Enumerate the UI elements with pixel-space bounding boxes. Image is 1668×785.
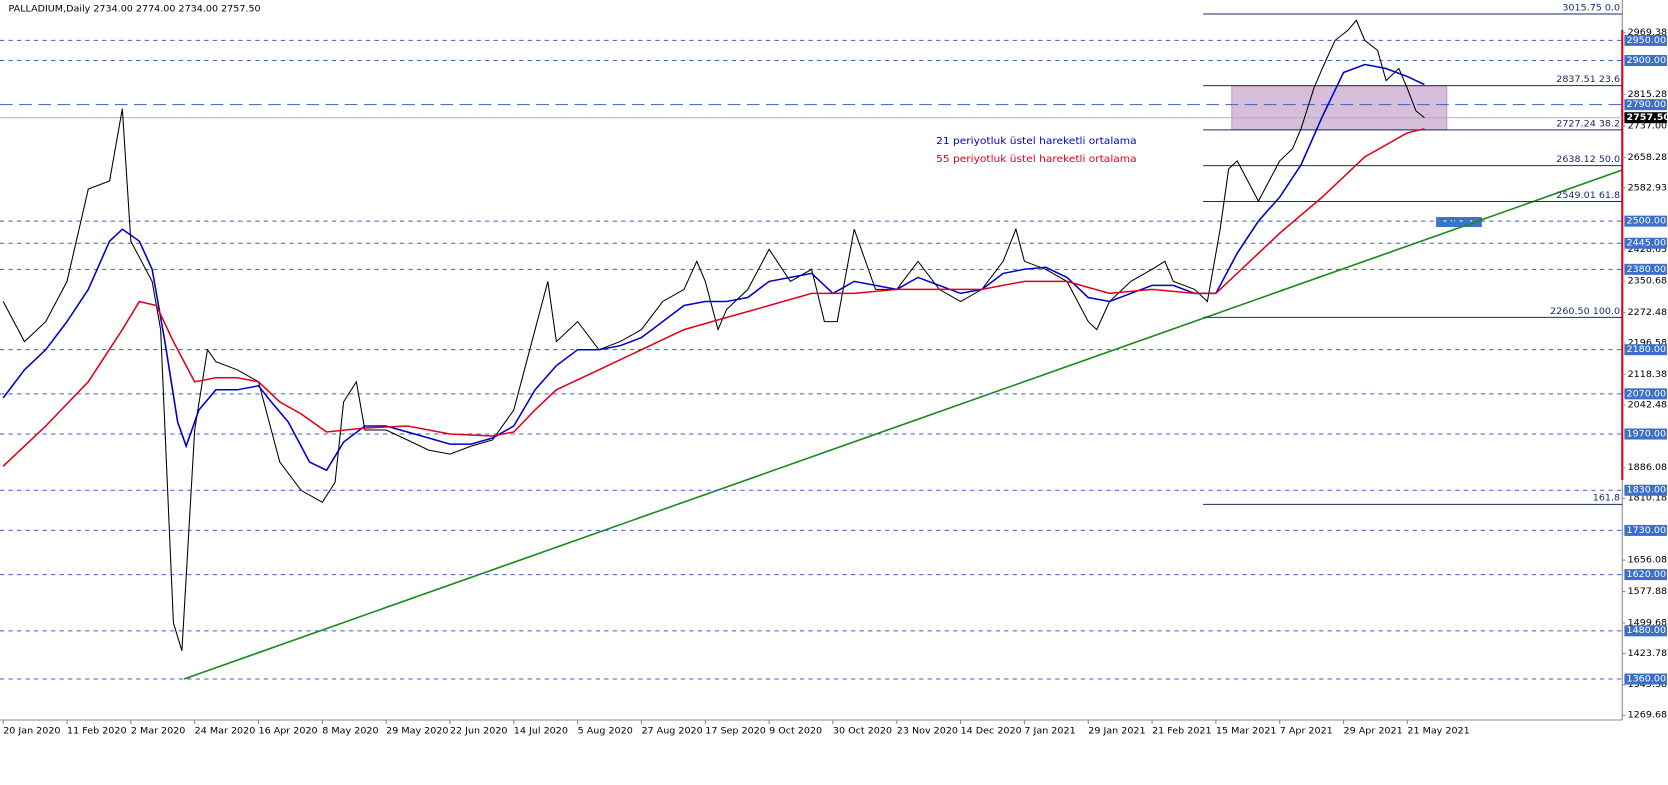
level-label-box [1624,484,1667,496]
drawings [183,85,1623,680]
level-label: 2180.00 [1627,344,1667,355]
level-label-box [1624,673,1667,685]
level-label: 2070.00 [1627,389,1667,400]
level-label: 1730.00 [1627,525,1667,536]
y-tick-label: 1499.68 [1628,618,1668,629]
x-tick-label: 22 Jun 2020 [450,726,508,737]
y-tick-label: 2350.68 [1628,276,1668,287]
level-label: 2445.00 [1627,238,1667,249]
level-label-box [1624,524,1667,536]
x-tick-label: 20 Jan 2020 [3,726,60,737]
y-tick-label: 2042.48 [1628,400,1668,411]
x-tick-label: 9 Oct 2020 [769,726,822,737]
y-tick-label: 2969.38 [1628,27,1668,38]
y-tick-label: 2272.48 [1628,307,1668,318]
chart-title: PALLADIUM,Daily 2734.00 2774.00 2734.00 … [9,4,261,15]
y-tick-label: 1423.78 [1628,648,1668,659]
level-label-box [1624,215,1667,227]
y-tick-label: 1886.08 [1628,462,1668,473]
current-price-box [1624,112,1667,124]
level-label-box [1624,34,1667,46]
level-label: 2380.00 [1627,264,1667,275]
y-tick-label: 1810.18 [1628,493,1668,504]
level-label: 1620.00 [1627,569,1667,580]
y-tick-label: 2582.93 [1628,183,1668,194]
x-tick-label: 8 May 2020 [322,726,378,737]
y-tick-label: 2737.00 [1628,121,1668,132]
y-tick-label: 1577.88 [1628,586,1668,597]
current-price-label: 2757.50 [1627,112,1668,123]
level-label-box [1624,237,1667,249]
level-label-box [1624,54,1667,66]
y-tick-label: 1269.68 [1628,710,1668,721]
fib-label: 161.8 [1593,493,1620,504]
level-label: 2790.00 [1627,99,1667,110]
level-label: 1830.00 [1627,485,1667,496]
y-tick-label: 2196.58 [1628,338,1668,349]
level-label-box [1624,625,1667,637]
fib-label: 3015.75 0.0 [1562,3,1620,14]
ema-line [2,63,1425,472]
y-tick-label: 2815.28 [1628,89,1668,100]
level-label-box [1624,388,1667,400]
fib-label: 2638.12 50.0 [1556,154,1620,165]
marker-box [1436,217,1482,227]
x-tick-label: 14 Jul 2020 [514,726,568,737]
x-tick-label: 30 Oct 2020 [833,726,892,737]
x-tick-label: 5 Aug 2020 [578,726,633,737]
legend-entry: 55 periyotluk üstel hareketli ortalama [936,153,1137,165]
level-label-box [1624,428,1667,440]
x-tick-label: 29 May 2020 [386,726,448,737]
x-tick-label: 17 Sep 2020 [705,726,766,737]
y-tick-label: 2118.38 [1628,369,1668,380]
level-label: 2900.00 [1627,55,1667,66]
x-tick-label: 29 Apr 2021 [1344,726,1403,737]
level-label-box [1624,263,1667,275]
level-label-box [1624,569,1667,581]
y-tick-label: 1345.58 [1628,679,1668,690]
x-tick-label: 21 May 2021 [1407,726,1469,737]
x-tick-label: 7 Apr 2021 [1280,726,1333,737]
trend-line [183,169,1623,680]
level-label: 2500.00 [1627,216,1667,227]
x-tick-label: 24 Mar 2020 [195,726,256,737]
x-tick-label: 2 Mar 2020 [131,726,186,737]
ema-line [2,128,1425,467]
fib-label: 2549.01 61.8 [1556,190,1620,201]
level-label-box [1624,344,1667,356]
level-label: 1970.00 [1627,429,1667,440]
x-tick-label: 16 Apr 2020 [258,726,317,737]
level-label: 1360.00 [1627,674,1667,685]
fib-label: 2727.24 38.2 [1556,119,1620,130]
level-label: 1480.00 [1627,626,1667,637]
fib-label: 2837.51 23.6 [1556,74,1620,85]
y-tick-label: 2428.63 [1628,244,1668,255]
level-label-box [1624,99,1667,111]
zone-box [1231,85,1448,131]
x-tick-label: 15 Mar 2021 [1216,726,1277,737]
y-tick-label: 2658.28 [1628,152,1668,163]
x-tick-label: 14 Dec 2020 [961,726,1022,737]
x-tick-label: 7 Jan 2021 [1024,726,1075,737]
level-label: 2950.00 [1627,35,1667,46]
x-tick-label: 27 Aug 2020 [641,726,702,737]
legend-entry: 21 periyotluk üstel hareketli ortalama [936,135,1137,147]
price-line [2,19,1425,652]
fib-label: 2260.50 100.0 [1550,306,1620,317]
x-tick-label: 11 Feb 2020 [67,726,127,737]
x-tick-label: 29 Jan 2021 [1088,726,1145,737]
y-tick-label: 1656.08 [1628,555,1668,566]
x-tick-label: 23 Nov 2020 [897,726,958,737]
x-tick-label: 21 Feb 2021 [1152,726,1212,737]
